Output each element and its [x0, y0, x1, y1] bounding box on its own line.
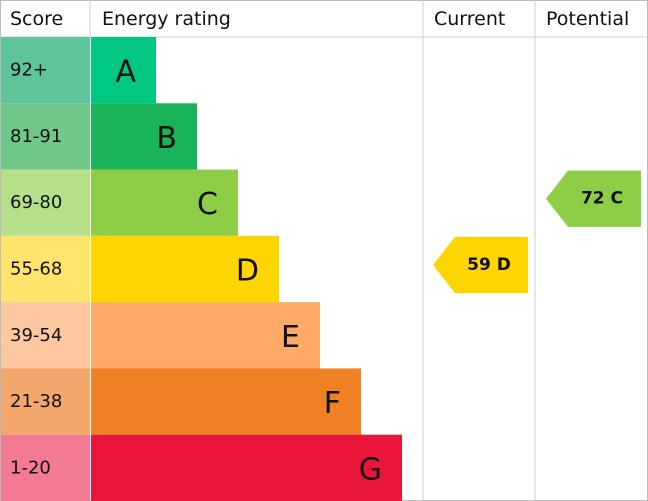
rating-bar: [91, 169, 238, 236]
score-label: 1-20: [10, 457, 51, 478]
score-cell: [1, 37, 90, 104]
current-label: 59 D: [467, 255, 511, 275]
rating-letter: B: [156, 121, 177, 156]
header-current: Current: [434, 8, 505, 30]
rating-bar: [91, 103, 197, 170]
potential-arrow: [546, 170, 641, 227]
rating-letter: A: [115, 55, 136, 90]
rating-bar: [91, 434, 402, 501]
current-arrow: [433, 236, 528, 294]
rating-letter: G: [359, 452, 382, 487]
rating-bar: [91, 368, 361, 435]
score-cell: [1, 302, 90, 369]
score-cell: [1, 434, 90, 501]
header-rating: Energy rating: [102, 8, 231, 30]
header-score: Score: [10, 8, 63, 30]
rating-bar: [91, 37, 156, 104]
score-cell: [1, 103, 90, 170]
score-cell: [1, 169, 90, 236]
rating-letter: D: [236, 254, 259, 289]
rating-letter: F: [324, 386, 341, 421]
rating-bar: [91, 235, 279, 303]
score-label: 81-91: [10, 126, 62, 147]
score-cell: [1, 368, 90, 435]
rating-letter: C: [197, 187, 218, 222]
score-label: 21-38: [10, 391, 62, 412]
score-label: 92+: [10, 60, 48, 81]
rating-letter: E: [281, 320, 300, 355]
score-label: 55-68: [10, 259, 62, 280]
score-label: 69-80: [10, 192, 62, 213]
potential-label: 72 C: [581, 189, 623, 209]
score-label: 39-54: [10, 325, 62, 346]
header-potential: Potential: [546, 8, 629, 30]
rating-bar: [91, 302, 320, 369]
score-cell: [1, 235, 90, 303]
